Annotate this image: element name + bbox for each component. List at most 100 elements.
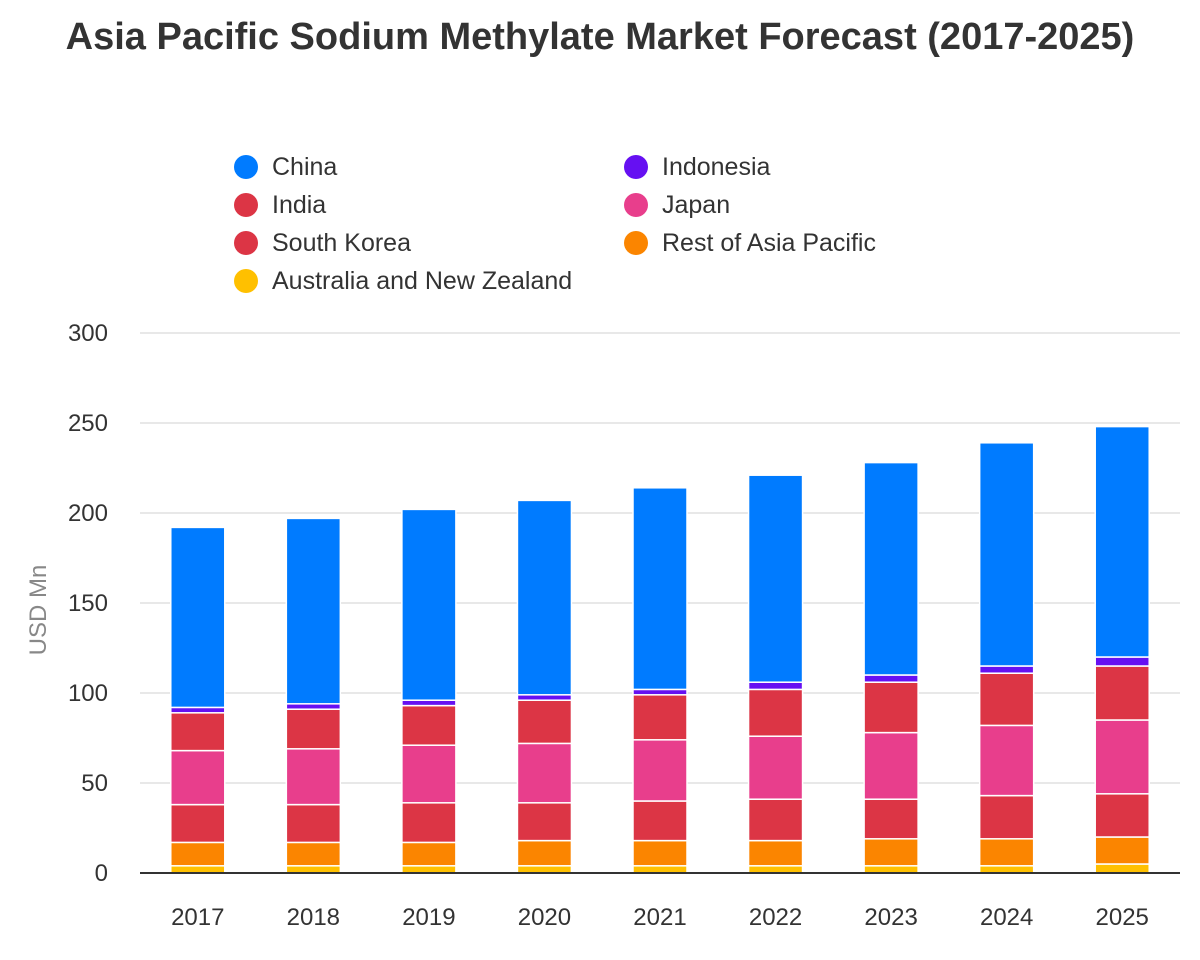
legend-item[interactable]: India: [234, 186, 624, 224]
bar-segment: [747, 681, 804, 691]
bar-segment: [747, 798, 804, 842]
bar-segment: [170, 803, 226, 844]
y-axis-label: USD Mn: [25, 565, 52, 656]
bar-segment: [1094, 656, 1150, 667]
bar-segment: [401, 508, 457, 701]
bar-segment: [1094, 425, 1150, 658]
x-tick-label: 2019: [402, 904, 455, 931]
bar-segment: [747, 474, 804, 683]
y-tick-label: 150: [68, 590, 108, 617]
bar-segment: [747, 688, 804, 737]
y-tick-label: 100: [68, 680, 108, 707]
legend-item[interactable]: China: [234, 148, 624, 186]
x-tick-label: 2024: [980, 904, 1033, 931]
bar-segment: [170, 865, 226, 874]
bar-segment: [747, 839, 804, 867]
bar-segment: [1094, 719, 1150, 795]
x-tick-label: 2023: [864, 904, 917, 931]
legend-label: Japan: [662, 190, 731, 219]
legend-swatch: [624, 193, 648, 217]
bar-segment: [978, 672, 1035, 727]
legend-item[interactable]: Australia and New Zealand: [234, 262, 624, 300]
legend-label: Rest of Asia Pacific: [662, 228, 876, 257]
bar-segment: [285, 748, 342, 806]
bar-segment: [1094, 665, 1150, 721]
legend-label: Indonesia: [662, 152, 771, 181]
bar-segment: [285, 703, 342, 710]
bar-segment: [747, 735, 804, 800]
bar-segment: [978, 442, 1035, 667]
bar-segment: [170, 841, 226, 867]
x-tick-label: 2020: [518, 904, 571, 931]
bar-segment: [170, 706, 226, 714]
bar-segment: [978, 665, 1035, 674]
legend-swatch: [234, 269, 258, 293]
bar-segment: [401, 704, 457, 746]
legend-item[interactable]: Rest of Asia Pacific: [624, 224, 954, 262]
bar-segment: [170, 712, 226, 752]
bar-segment: [516, 865, 573, 874]
bar-segment: [1094, 863, 1150, 874]
bar-segment: [285, 517, 342, 705]
bar-segment: [863, 674, 919, 683]
bar-segment: [516, 499, 573, 696]
bar-segment: [401, 744, 457, 804]
legend-label: India: [272, 190, 327, 219]
x-tick-label: 2018: [287, 904, 340, 931]
bar-segment: [516, 802, 573, 842]
bar-segment: [747, 865, 804, 874]
bar-segment: [863, 798, 919, 840]
y-tick-label: 0: [95, 860, 108, 887]
legend-item[interactable]: South Korea: [234, 224, 624, 262]
legend-swatch: [624, 155, 648, 179]
x-tick-label: 2021: [633, 904, 686, 931]
y-tick-label: 250: [68, 410, 108, 437]
chart-title: Asia Pacific Sodium Methylate Market For…: [65, 16, 1135, 58]
bar-segment: [1094, 836, 1150, 865]
legend-swatch: [234, 193, 258, 217]
legend-swatch: [234, 231, 258, 255]
x-tick-label: 2022: [749, 904, 802, 931]
legend-label: Australia and New Zealand: [272, 266, 573, 295]
bar-segment: [285, 708, 342, 750]
bar-segment: [170, 526, 226, 709]
bar-segment: [863, 731, 919, 800]
bar-segment: [978, 724, 1035, 797]
bar-segment: [285, 803, 342, 844]
bar-segment: [632, 739, 688, 802]
y-tick-label: 300: [68, 320, 108, 347]
bar-segment: [285, 841, 342, 867]
bar-segment: [978, 865, 1035, 874]
bar-segment: [632, 694, 688, 741]
bar-segment: [632, 865, 688, 874]
chart-legend: China Indonesia India Japan South Korea Rest …: [234, 148, 954, 300]
legend-swatch: [624, 231, 648, 255]
y-tick-label: 200: [68, 500, 108, 527]
bar-segment: [978, 838, 1035, 867]
legend-swatch: [234, 155, 258, 179]
bar-segment: [632, 800, 688, 842]
x-tick-label: 2025: [1096, 904, 1149, 931]
bar-segment: [401, 841, 457, 867]
legend-label: South Korea: [272, 228, 411, 257]
bar-segment: [516, 839, 573, 867]
bar-segment: [863, 461, 919, 676]
legend-label: China: [272, 152, 338, 181]
bar-segment: [401, 802, 457, 844]
bar-segment: [632, 487, 688, 691]
bar-segment: [1094, 793, 1150, 838]
bar-segment: [863, 865, 919, 874]
bar-segment: [516, 694, 573, 701]
legend-item[interactable]: Japan: [624, 186, 954, 224]
bar-segment: [401, 699, 457, 707]
legend-item[interactable]: Indonesia: [624, 148, 954, 186]
bar-segment: [863, 681, 919, 734]
bar-segment: [401, 865, 457, 874]
bar-segment: [632, 688, 688, 696]
bar-segment: [285, 865, 342, 874]
bar-segment: [978, 794, 1035, 840]
x-tick-label: 2017: [171, 904, 224, 931]
bar-segment: [516, 742, 573, 804]
